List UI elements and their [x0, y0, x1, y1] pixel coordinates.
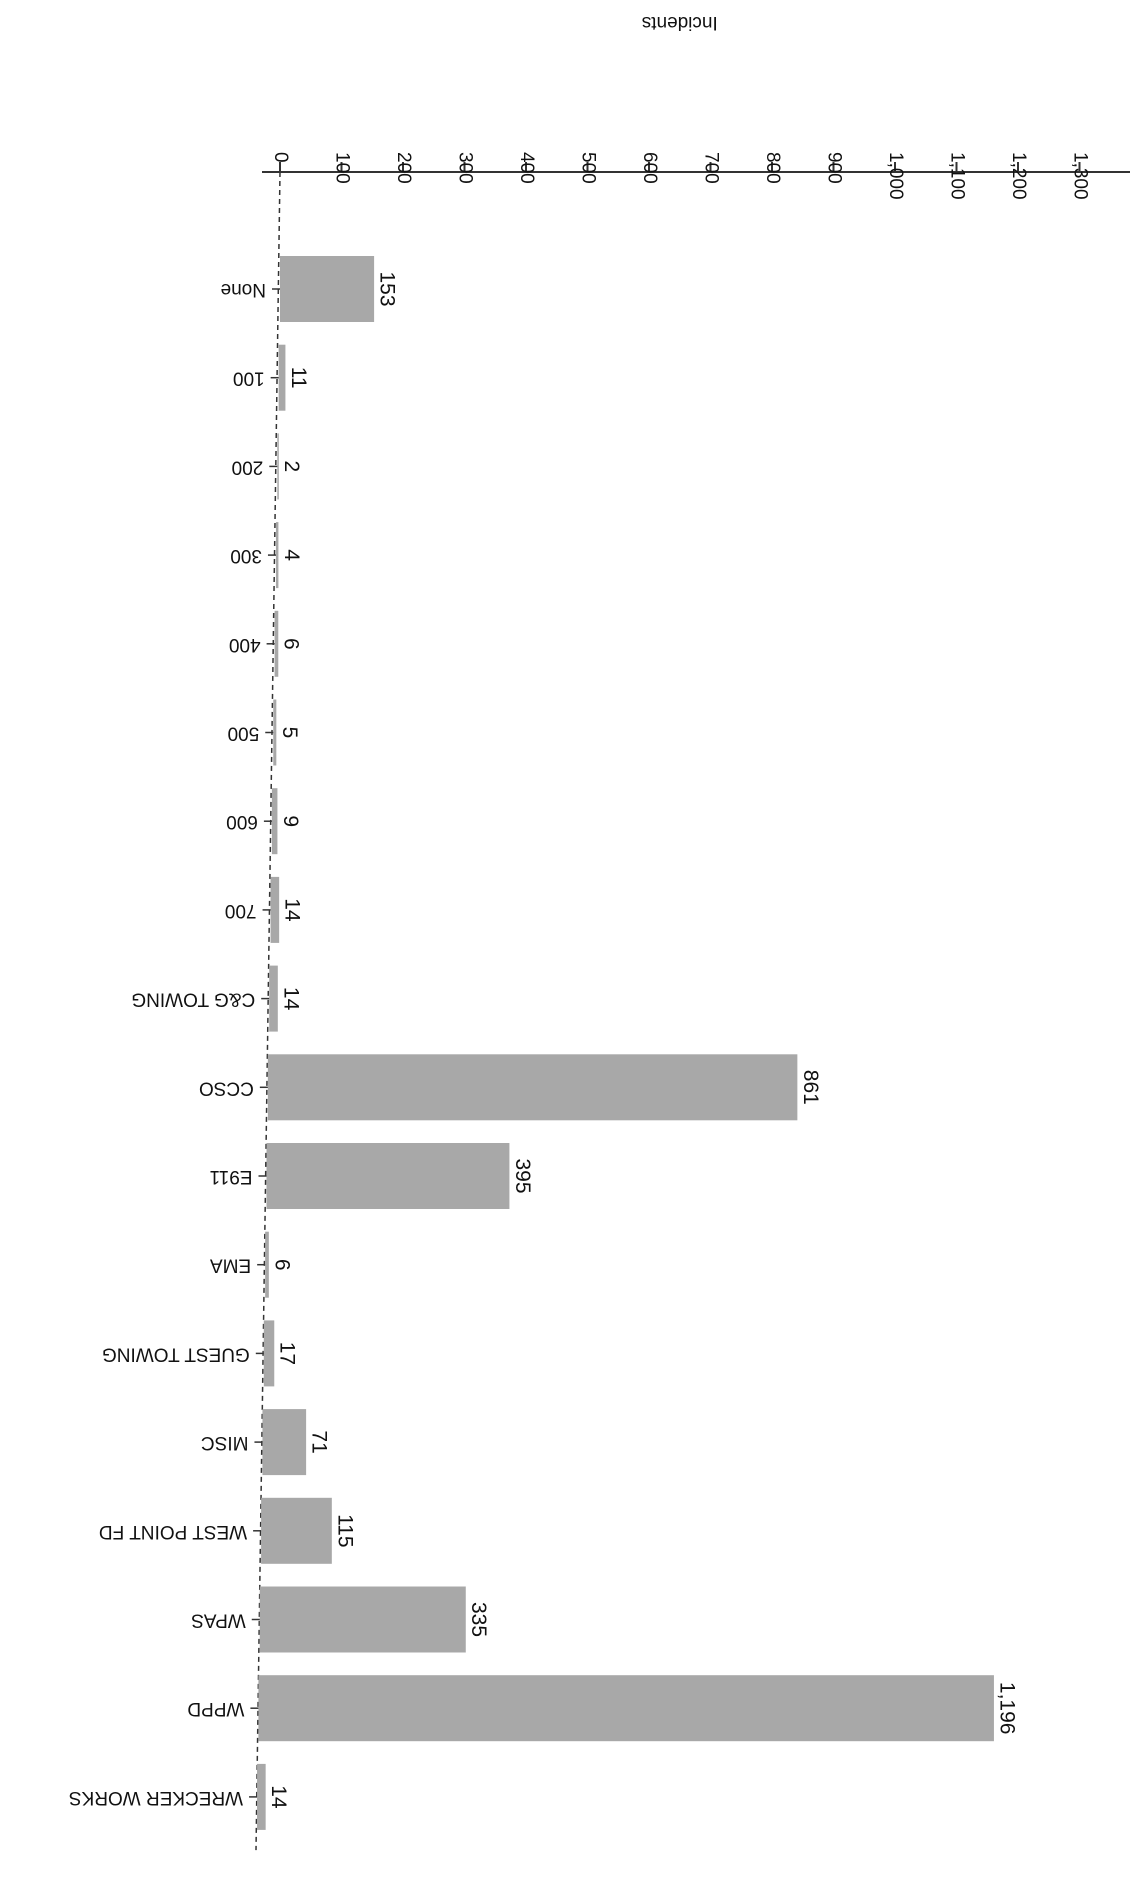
category-label: 400: [229, 634, 261, 655]
value-tick-label: 1,200: [1008, 152, 1029, 200]
value-label: 4: [280, 549, 303, 561]
value-label: 5: [278, 727, 301, 739]
value-tick-label: 400: [516, 152, 537, 184]
value-label: 115: [333, 1514, 356, 1547]
bar: [265, 1231, 269, 1298]
value-tick-label: 300: [454, 152, 475, 184]
bar: [258, 1675, 994, 1742]
value-label: 14: [281, 898, 304, 922]
value-label: 335: [467, 1602, 490, 1637]
axis-title: Incidents: [642, 12, 718, 33]
category-label: 600: [226, 811, 258, 832]
category-label: 100: [233, 368, 265, 389]
bar: [267, 1054, 798, 1121]
bar: [273, 699, 277, 766]
value-tick-label: 700: [700, 152, 721, 184]
value-label: 6: [270, 1259, 293, 1271]
category-label: WEST POINT FD: [99, 1521, 247, 1542]
bar: [277, 433, 279, 500]
value-label: 395: [511, 1158, 534, 1193]
bar: [271, 788, 278, 855]
category-label: CCSO: [199, 1077, 254, 1098]
bar: [278, 344, 286, 411]
value-tick-label: 100: [331, 152, 352, 184]
category-label: 700: [225, 900, 257, 921]
value-label: 2: [280, 461, 303, 473]
bar: [257, 1763, 266, 1830]
value-tick-label: 500: [577, 152, 598, 184]
value-tick-label: 0: [270, 152, 291, 163]
category-label: 200: [232, 456, 264, 477]
value-label: 11: [287, 367, 310, 389]
value-label: 1,196: [995, 1682, 1018, 1735]
value-label: 9: [279, 815, 302, 827]
bar: [263, 1320, 275, 1387]
bar: [261, 1497, 332, 1564]
category-label: E911: [210, 1166, 253, 1187]
bar: [280, 256, 375, 322]
bar: [259, 1586, 466, 1653]
category-label: GUEST TOWING: [102, 1343, 250, 1364]
value-tick-label: 1,300: [1069, 152, 1090, 200]
value-label: 6: [280, 638, 303, 650]
value-tick-label: 1,100: [946, 152, 967, 200]
bar: [275, 522, 279, 589]
value-label: 71: [308, 1430, 331, 1453]
category-label: C&G TOWING: [131, 989, 255, 1010]
bar: [266, 1143, 510, 1209]
category-label: None: [221, 279, 266, 300]
value-tick-label: 800: [762, 152, 783, 184]
value-tick-label: 1,000: [885, 152, 906, 200]
value-label: 861: [799, 1070, 822, 1105]
category-label: 300: [230, 545, 262, 566]
value-tick-label: 200: [393, 152, 414, 184]
category-label: MISC: [201, 1432, 249, 1453]
bar: [270, 876, 280, 943]
category-axis-line: [255, 171, 281, 1851]
category-label: 500: [228, 722, 260, 743]
category-label: WPAS: [191, 1609, 246, 1630]
value-label: 153: [376, 271, 399, 306]
category-label: EMA: [210, 1255, 252, 1276]
bar: [274, 610, 279, 677]
value-label: 17: [276, 1342, 299, 1365]
category-label: WPPD: [187, 1698, 244, 1719]
bar: [269, 965, 278, 1032]
bar: [262, 1409, 307, 1476]
value-tick-label: 900: [823, 152, 844, 184]
value-label: 14: [267, 1785, 290, 1809]
value-label: 14: [279, 987, 302, 1011]
value-tick-label: 600: [639, 152, 660, 184]
plot-area: 0 100 200 300 400 500 600 700 800 900 1,000 1,100 1,…: [69, 12, 1130, 1851]
category-label: WRECKER WORKS: [69, 1787, 243, 1808]
